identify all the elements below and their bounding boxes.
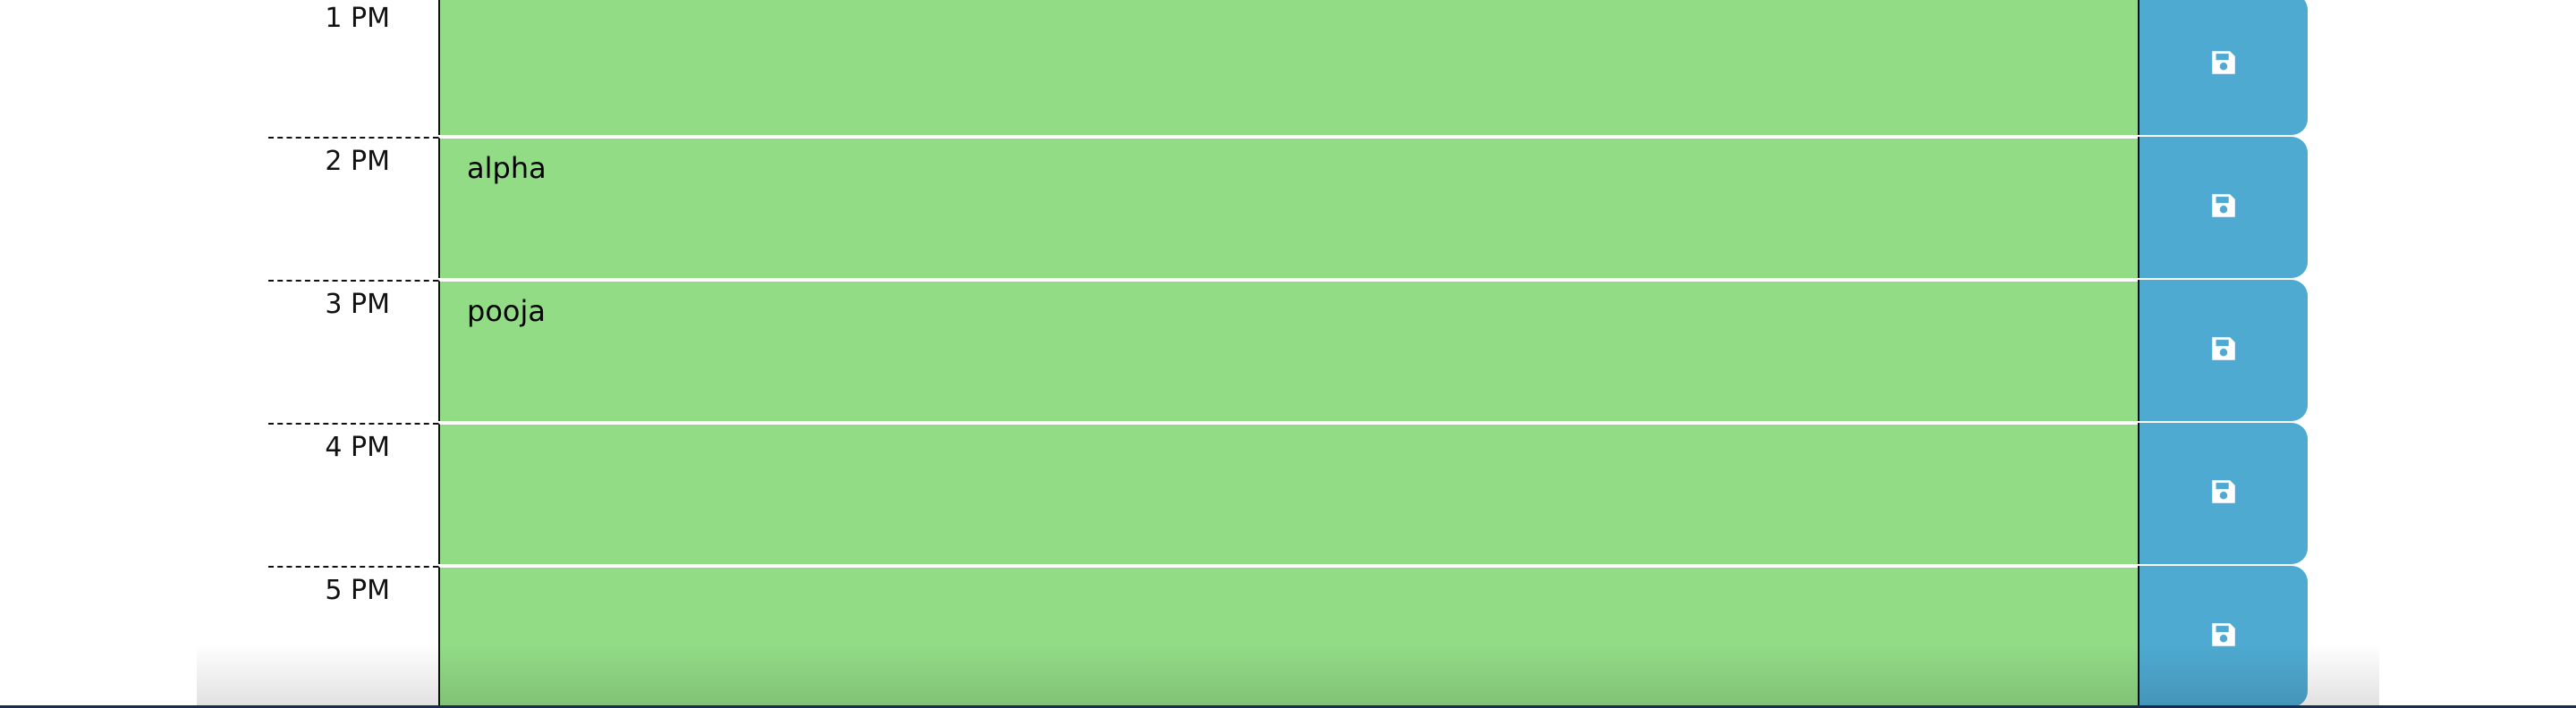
time-block-2pm: 2 PM alpha xyxy=(268,137,2308,280)
description-textarea[interactable]: alpha xyxy=(438,137,2140,278)
save-button[interactable] xyxy=(2138,280,2308,421)
save-button[interactable] xyxy=(2138,423,2308,564)
save-icon xyxy=(2208,190,2239,224)
time-block-1pm: 1 PM xyxy=(268,0,2308,137)
save-icon xyxy=(2208,476,2239,510)
time-block-4pm: 4 PM xyxy=(268,423,2308,566)
time-block-5pm: 5 PM xyxy=(268,566,2308,708)
time-block-list: 1 PM 2 PM alpha 3 PM pooja xyxy=(268,0,2308,708)
description-textarea[interactable] xyxy=(438,566,2140,707)
description-textarea[interactable] xyxy=(438,423,2140,564)
save-icon xyxy=(2208,333,2239,367)
hour-label: 2 PM xyxy=(268,137,438,280)
description-textarea[interactable] xyxy=(438,0,2140,135)
hour-label: 5 PM xyxy=(268,566,438,708)
hour-label: 1 PM xyxy=(268,0,438,137)
window-bottom-edge xyxy=(0,705,2576,708)
save-button[interactable] xyxy=(2138,0,2308,135)
save-icon xyxy=(2208,47,2239,81)
save-icon xyxy=(2208,620,2239,653)
save-button[interactable] xyxy=(2138,566,2308,707)
description-textarea[interactable]: pooja xyxy=(438,280,2140,421)
save-button[interactable] xyxy=(2138,137,2308,278)
hour-label: 3 PM xyxy=(268,280,438,423)
hour-label: 4 PM xyxy=(268,423,438,566)
time-block-3pm: 3 PM pooja xyxy=(268,280,2308,423)
